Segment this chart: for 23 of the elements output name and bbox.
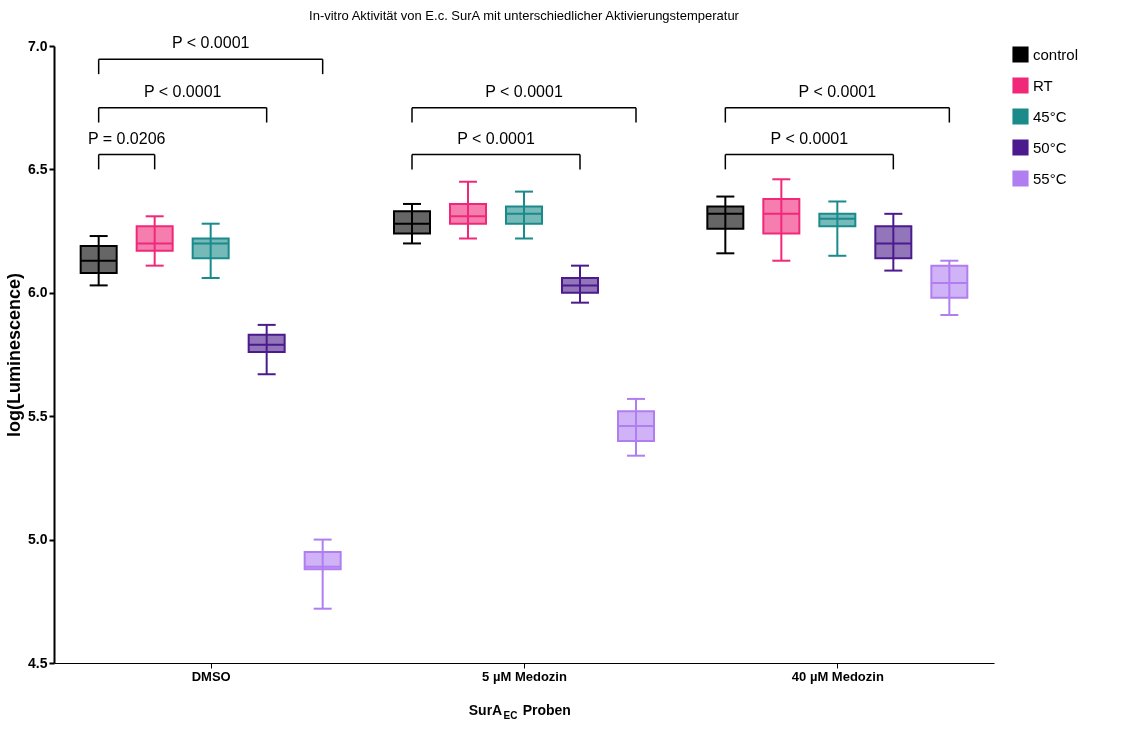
y-tick-label: 6.0 <box>28 284 48 301</box>
legend-label: 45°C <box>1033 107 1067 125</box>
legend-label: 50°C <box>1033 138 1067 156</box>
chart-title: In-vitro Aktivität von E.c. SurA mit unterschiedlicher Aktivierungstemperatur <box>309 8 740 24</box>
y-tick-label: 5.0 <box>28 531 48 548</box>
annotation: P < 0.0001 <box>770 129 849 147</box>
y-tick-label: 4.5 <box>28 654 48 671</box>
legend-label: control <box>1033 45 1079 63</box>
y-axis-title: log(Luminescence) <box>4 272 25 438</box>
annotation: P < 0.0001 <box>143 82 222 100</box>
x-tick-label: DMSO <box>191 668 231 684</box>
annotation: P < 0.0001 <box>798 82 877 100</box>
legend-label: RT <box>1033 76 1053 94</box>
x-tick-label: 40 µM Medozin <box>791 668 884 684</box>
y-tick-label: 7.0 <box>28 37 48 54</box>
x-tick-label: 5 µM Medozin <box>482 668 567 684</box>
legend-label: 55°C <box>1033 169 1067 187</box>
annotation: P < 0.0001 <box>171 34 250 52</box>
y-tick-label: 5.5 <box>28 407 48 424</box>
annotation: P = 0.0206 <box>87 129 166 147</box>
y-tick-label: 6.5 <box>28 160 48 177</box>
annotation: P < 0.0001 <box>485 82 563 100</box>
annotation: P < 0.0001 <box>457 129 535 147</box>
